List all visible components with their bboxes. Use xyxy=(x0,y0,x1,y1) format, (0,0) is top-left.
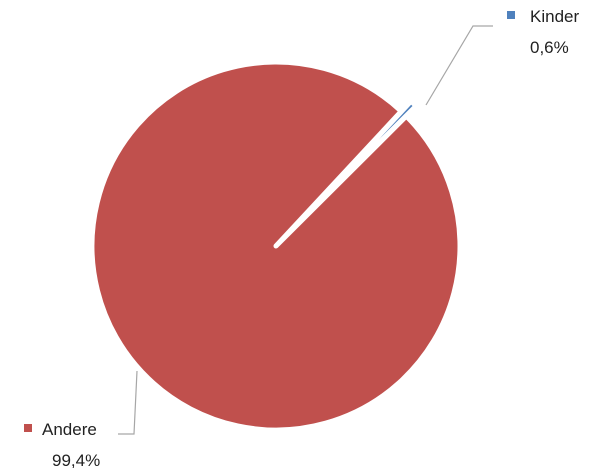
legend-marker-kinder xyxy=(507,11,515,19)
leader-line-andere xyxy=(118,370,138,435)
slice-value-kinder: 0,6% xyxy=(530,38,569,57)
data-label-andere: Andere 99,4% xyxy=(24,420,100,468)
leader-line-kinder xyxy=(425,25,493,106)
legend-marker-andere xyxy=(24,424,32,432)
pie-slices xyxy=(89,59,463,433)
pie-slice-andere xyxy=(89,59,463,433)
data-label-kinder: Kinder 0,6% xyxy=(507,7,579,57)
leader-lines xyxy=(118,25,493,435)
slice-value-andere: 99,4% xyxy=(52,451,100,468)
slice-label-andere: Andere xyxy=(42,420,97,439)
slice-label-kinder: Kinder xyxy=(530,7,579,26)
